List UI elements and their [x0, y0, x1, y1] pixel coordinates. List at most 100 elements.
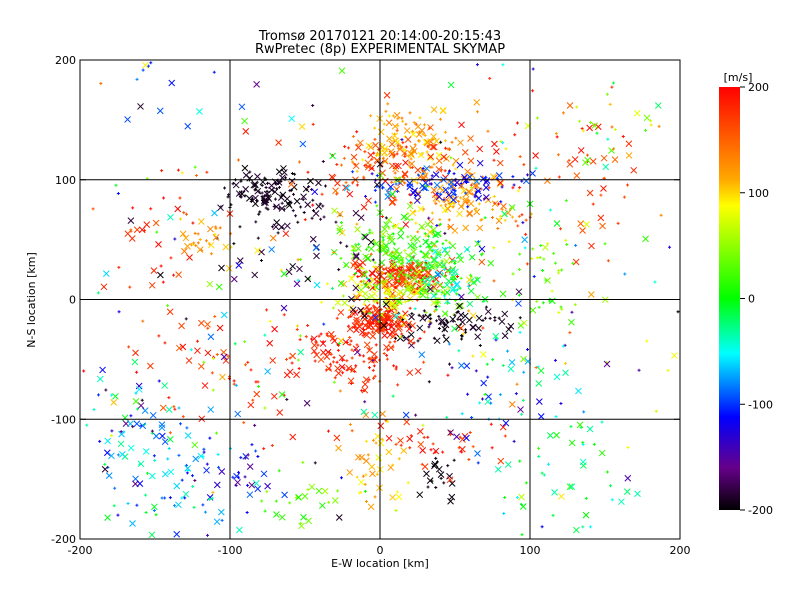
data-point-x [618, 498, 625, 506]
data-point-plus [450, 140, 454, 144]
data-point-x [207, 241, 215, 249]
data-point-x [499, 423, 507, 431]
data-point-plus [180, 496, 184, 500]
data-point-plus [411, 129, 415, 133]
data-point-plus [301, 460, 305, 464]
data-point-plus [448, 362, 452, 366]
data-point-plus [355, 169, 359, 173]
data-point-x [343, 184, 351, 192]
data-point-x [253, 81, 260, 88]
data-point-plus [129, 229, 133, 233]
data-point-x [497, 457, 505, 465]
data-point-plus [419, 279, 423, 283]
data-point-plus [185, 471, 189, 475]
data-point-x [182, 234, 190, 242]
data-point-x [329, 152, 336, 160]
data-point-x [573, 172, 581, 179]
data-point-plus [144, 510, 148, 514]
data-point-plus [451, 163, 455, 167]
data-point-x [156, 107, 164, 115]
data-point-plus [621, 134, 625, 138]
data-point-x [346, 469, 354, 476]
data-point-x [602, 163, 610, 171]
data-point-x [212, 234, 220, 241]
data-point-plus [129, 414, 133, 418]
data-point-plus [518, 459, 522, 463]
data-point-plus [457, 446, 461, 450]
data-point-x [479, 351, 487, 358]
data-point-x [148, 472, 156, 480]
data-point-plus [323, 184, 327, 188]
data-point-plus [560, 268, 564, 272]
data-point-plus [327, 350, 331, 354]
data-point-x [351, 259, 359, 267]
data-point-x [250, 181, 258, 189]
data-point-plus [556, 153, 560, 157]
data-point-plus [447, 169, 451, 173]
data-point-x [313, 252, 320, 260]
data-point-plus [161, 280, 165, 284]
data-point-plus [168, 496, 172, 500]
data-point-plus [373, 261, 377, 265]
data-point-plus [441, 285, 445, 289]
data-point-x [136, 480, 144, 487]
data-point-plus [434, 308, 438, 312]
data-point-plus [435, 319, 439, 323]
data-point-plus [258, 210, 262, 214]
data-point-plus [427, 244, 431, 248]
data-point-plus [443, 274, 447, 278]
data-point-x [159, 404, 167, 412]
data-point-x [411, 187, 419, 195]
data-point-x [487, 259, 495, 267]
data-point-x [529, 170, 536, 177]
data-point-plus [328, 362, 332, 366]
data-point-plus [384, 266, 388, 270]
data-point-plus [296, 358, 300, 362]
data-point-plus [447, 342, 451, 346]
data-point-x [394, 315, 402, 323]
data-point-plus [553, 358, 557, 362]
data-point-plus [250, 443, 254, 447]
data-point-x [296, 265, 303, 273]
data-point-x [435, 193, 443, 201]
data-point-plus [154, 513, 158, 517]
data-point-plus [372, 364, 376, 368]
data-point-plus [374, 441, 378, 445]
data-point-x [482, 184, 490, 191]
data-point-plus [435, 460, 439, 464]
data-point-x [371, 350, 378, 358]
data-point-plus [425, 150, 429, 154]
data-point-plus [349, 339, 353, 343]
data-point-x [248, 481, 256, 489]
data-point-x [215, 283, 223, 291]
data-point-x [483, 177, 491, 184]
data-point-plus [265, 490, 269, 494]
data-point-x [381, 245, 389, 252]
data-point-plus [453, 188, 457, 192]
data-point-plus [424, 234, 428, 238]
data-point-plus [491, 358, 495, 362]
data-point-x [312, 244, 320, 252]
data-point-plus [264, 206, 268, 210]
data-point-plus [466, 205, 470, 209]
data-point-x [591, 122, 599, 129]
data-point-x [389, 494, 397, 501]
data-point-plus [184, 317, 188, 321]
data-point-x [362, 457, 370, 465]
data-point-x [354, 245, 362, 252]
data-point-plus [444, 312, 448, 316]
data-point-x [367, 245, 375, 253]
data-point-x [271, 325, 278, 333]
data-point-plus [496, 226, 500, 230]
data-point-plus [256, 454, 260, 458]
data-point-x [192, 455, 200, 463]
data-point-plus [414, 221, 418, 225]
data-point-plus [149, 207, 153, 211]
data-point-x [400, 320, 408, 328]
data-point-plus [393, 242, 397, 246]
grid-lines [80, 60, 680, 539]
data-point-plus [394, 442, 398, 446]
data-point-x [278, 391, 286, 398]
data-point-plus [409, 157, 413, 161]
data-point-plus [203, 510, 207, 514]
